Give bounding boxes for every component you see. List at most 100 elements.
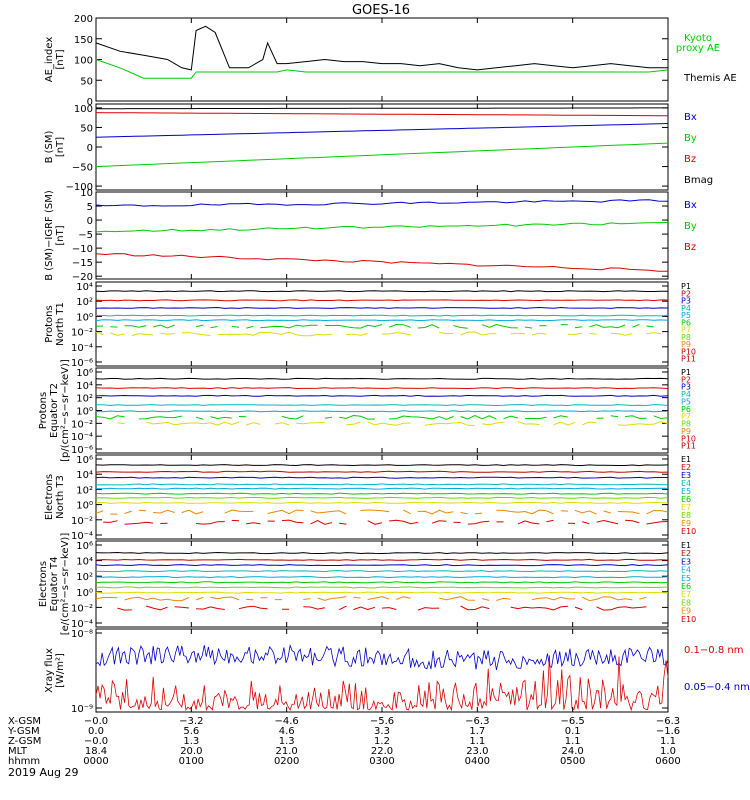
legend-entry: 0.1−0.8 nm <box>684 645 743 656</box>
y-axis-label: [p/(cm²−s−sr−keV)] <box>60 359 71 462</box>
legend-entry: E5 <box>681 574 691 583</box>
series-line <box>118 606 669 610</box>
x-row-value: 3.3 <box>374 726 390 737</box>
x-row-label: MLT <box>8 746 28 757</box>
date-label: 2019 Aug 29 <box>8 766 78 779</box>
y-axis-label: [nT] <box>55 137 66 157</box>
legend-entry: P6 <box>681 405 691 414</box>
legend-entry: By <box>684 133 697 144</box>
x-row-value: 0.0 <box>88 726 104 737</box>
legend-entry: P1 <box>681 282 691 291</box>
x-row-value: −6.3 <box>656 716 680 727</box>
legend-entry: Bz <box>684 242 696 253</box>
y-tick-label: 5 <box>87 202 93 213</box>
legend-entry: P11 <box>681 442 696 451</box>
panel-b_sm_igrf: −20 −15 −10 −5 0 5 10 B (SM)−IGRF (SM) [nT] Bx By B… <box>44 188 697 283</box>
y-axis-label: [W/m²] <box>55 653 66 688</box>
legend-entry: 0.05−0.4 nm <box>684 682 750 693</box>
x-row-value: 0600 <box>655 756 680 767</box>
x-row-value: −0.0 <box>84 736 108 747</box>
y-axis-label: Electrons <box>44 474 55 520</box>
series-line <box>95 414 669 420</box>
panel-xray_flux: 10⁻⁸ 10⁻⁹ Xray flux [W/m²] 0.1−0.8 nm 0.05−0.… <box>44 628 750 715</box>
legend-entry: P1 <box>681 368 691 377</box>
legend-entry: P4 <box>681 304 691 313</box>
legend-entry: Bx <box>684 112 697 123</box>
series-line <box>95 290 668 293</box>
x-row-value: 0300 <box>369 756 394 767</box>
y-axis-label: AE_index <box>44 37 55 83</box>
legend-entry: E7 <box>681 503 691 512</box>
series-line <box>95 551 669 555</box>
panel-b_sm: −100 −50 0 50 100 B (SM) [nT] Bx By Bz Bmag <box>44 103 713 193</box>
y-tick-label: 50 <box>80 76 93 87</box>
series-line <box>95 25 668 71</box>
legend-entry: E2 <box>681 463 691 472</box>
legend-entry: E10 <box>681 615 696 624</box>
legend-entry: E6 <box>681 582 691 591</box>
legend-entry: Bz <box>684 154 696 165</box>
series-line <box>95 142 669 167</box>
y-tick-label: 100 <box>74 104 93 115</box>
legend-entry: P7 <box>681 326 691 335</box>
series-line <box>95 123 669 138</box>
series-line <box>95 496 669 499</box>
legend-entry: Bx <box>684 200 697 211</box>
legend-entry: E9 <box>681 607 691 616</box>
series-line <box>95 501 669 504</box>
x-row-label: X-GSM <box>8 716 41 727</box>
y-tick-label: 150 <box>74 35 93 46</box>
y-tick-label: 10⁻² <box>71 419 93 430</box>
legend-entry: E4 <box>681 479 691 488</box>
x-row-value: 0200 <box>274 756 299 767</box>
x-row-value: 1.1 <box>469 736 485 747</box>
y-axis-label: Equator T4 <box>49 557 60 612</box>
series-line <box>95 464 669 467</box>
series-line <box>95 470 669 473</box>
x-row-value: 1.0 <box>660 746 676 757</box>
x-row-value: −0.0 <box>84 716 108 727</box>
series-line <box>95 476 668 479</box>
legend-entry: E5 <box>681 487 691 496</box>
x-row-label: hhmm <box>8 756 40 767</box>
panel-frame <box>95 17 669 102</box>
panel-protons_t1: 10⁴ 10² 10⁰ 10⁻² 10⁻⁴ 10⁻⁶ Protons North T1 P1P2… <box>44 281 696 369</box>
series-line <box>95 564 669 567</box>
y-tick-label: 10⁻⁶ <box>71 445 93 456</box>
y-tick-label: 10⁰ <box>76 588 93 599</box>
legend-entry: E7 <box>681 590 691 599</box>
y-tick-label: 10⁻² <box>71 516 93 527</box>
x-row-value: 0100 <box>179 756 204 767</box>
y-tick-label: 10⁰ <box>76 501 93 512</box>
legend-entry: E4 <box>681 566 691 575</box>
legend-entry: proxy AE <box>676 43 720 54</box>
series-line <box>95 576 669 579</box>
x-row-value: −5.6 <box>370 716 394 727</box>
legend-entry: E3 <box>681 471 691 480</box>
series-line <box>95 483 669 486</box>
y-tick-label: 10⁻⁶ <box>71 358 93 369</box>
series-line <box>95 199 669 207</box>
legend-entry: E8 <box>681 598 691 607</box>
y-tick-label: −5 <box>78 230 93 241</box>
series-line <box>95 558 669 561</box>
y-axis-label: North T3 <box>55 475 66 519</box>
legend-entry: E8 <box>681 511 691 520</box>
legend-entry: P2 <box>681 289 691 298</box>
series-line <box>95 222 669 233</box>
y-tick-label: 0 <box>87 143 93 154</box>
series-line <box>95 253 669 272</box>
x-row-value: 4.6 <box>279 726 295 737</box>
series-line <box>95 387 669 390</box>
y-axis-label: Protons <box>38 392 49 429</box>
legend-entry: E9 <box>681 519 691 528</box>
y-tick-label: 10⁻⁴ <box>71 343 93 354</box>
y-axis-label: [nT] <box>55 225 66 245</box>
x-row-value: 1.2 <box>374 736 390 747</box>
legend-entry: E2 <box>681 549 691 558</box>
x-row-value: 5.6 <box>183 726 199 737</box>
